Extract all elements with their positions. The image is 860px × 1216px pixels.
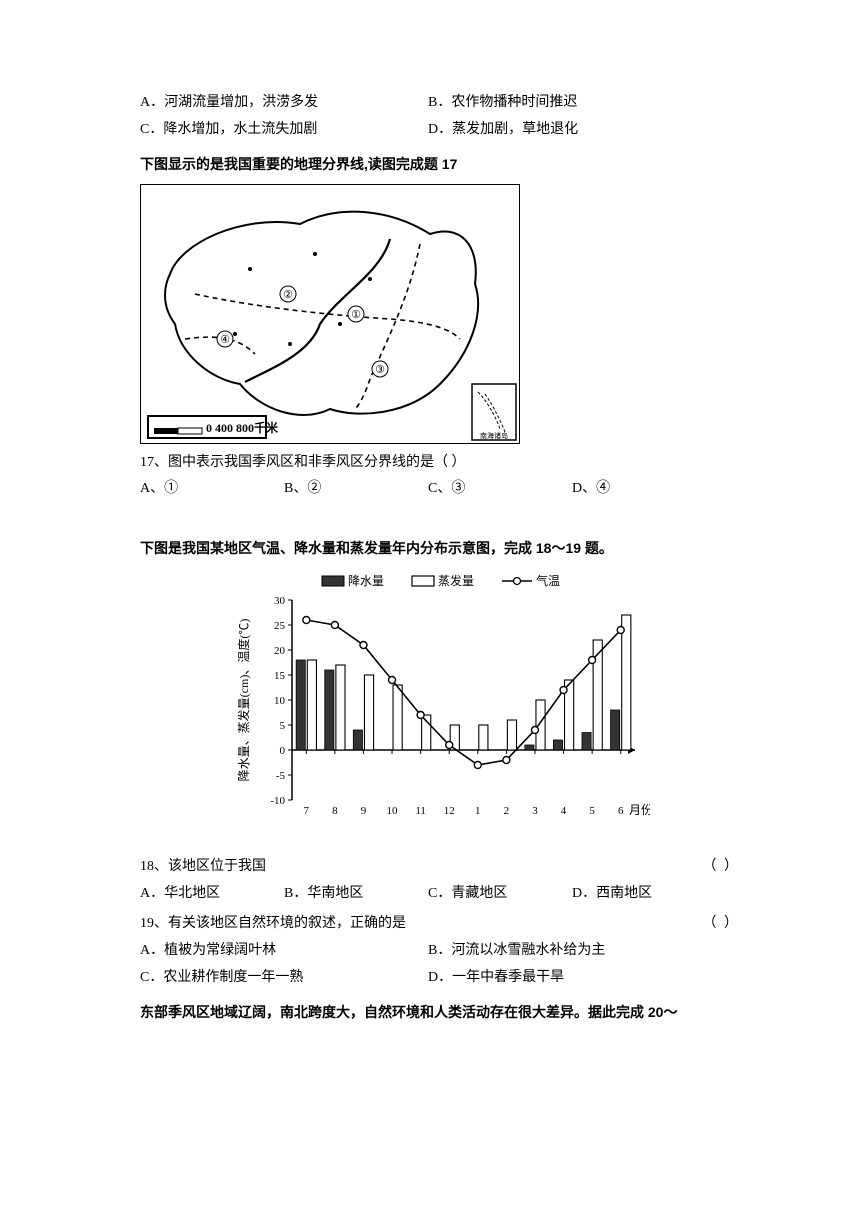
- china-map-svg: ① ② ③ ④ 南海诸岛 0 400 800千米: [140, 184, 520, 444]
- q19-option-b: B．河流以冰雪融水补给为主: [428, 938, 716, 965]
- option-a: A．河湖流量增加，洪涝多发: [140, 90, 428, 117]
- svg-text:9: 9: [361, 805, 367, 817]
- svg-text:2: 2: [504, 805, 510, 817]
- svg-text:3: 3: [532, 805, 538, 817]
- map-marker-2: ②: [280, 286, 296, 302]
- svg-text:5: 5: [280, 720, 286, 732]
- svg-text:③: ③: [375, 364, 385, 376]
- climate-chart-svg: 降水量蒸发量气温-10-5051015202530789101112123456…: [230, 568, 650, 838]
- climate-chart-figure: 降水量蒸发量气温-10-5051015202530789101112123456…: [140, 568, 740, 849]
- question-19-text: 19、有关该地区自然环境的叙述，正确的是: [140, 911, 406, 938]
- svg-text:5: 5: [589, 805, 595, 817]
- q18-option-a: A．华北地区: [140, 881, 284, 908]
- china-map-figure: ① ② ③ ④ 南海诸岛 0 400 800千米: [140, 184, 740, 444]
- question-17-options: A、① B、② C、③ D、④: [140, 476, 740, 503]
- q18-option-b: B．华南地区: [284, 881, 428, 908]
- svg-text:7: 7: [304, 805, 310, 817]
- svg-text:11: 11: [415, 805, 426, 817]
- svg-text:6: 6: [618, 805, 624, 817]
- question-18-options: A．华北地区 B．华南地区 C．青藏地区 D．西南地区: [140, 881, 740, 908]
- svg-text:气温: 气温: [536, 573, 560, 588]
- svg-text:4: 4: [561, 805, 567, 817]
- q17-option-c: C、③: [428, 476, 572, 503]
- map-marker-3: ③: [372, 361, 388, 377]
- svg-text:1: 1: [475, 805, 481, 817]
- svg-text:0: 0: [280, 745, 286, 757]
- prev-question-options: A．河湖流量增加，洪涝多发 B．农作物播种时间推迟 C．降水增加，水土流失加剧 …: [140, 90, 740, 143]
- question-19-line: 19、有关该地区自然环境的叙述，正确的是 （ ）: [140, 911, 740, 938]
- option-b: B．农作物播种时间推迟: [428, 90, 716, 117]
- section-18-19-title: 下图是我国某地区气温、降水量和蒸发量年内分布示意图，完成 18～19 题。: [140, 535, 740, 562]
- q18-option-d: D．西南地区: [572, 881, 716, 908]
- svg-text:15: 15: [274, 670, 286, 682]
- option-c: C．降水增加，水土流失加剧: [140, 117, 428, 144]
- svg-text:8: 8: [332, 805, 338, 817]
- q19-option-c: C．农业耕作制度一年一熟: [140, 965, 428, 992]
- svg-text:①: ①: [351, 309, 361, 321]
- svg-text:-10: -10: [270, 795, 285, 807]
- question-19-options: A．植被为常绿阔叶林 B．河流以冰雪融水补给为主 C．农业耕作制度一年一熟 D．…: [140, 938, 740, 991]
- svg-text:-5: -5: [276, 770, 286, 782]
- svg-text:蒸发量: 蒸发量: [438, 573, 474, 588]
- q18-option-c: C．青藏地区: [428, 881, 572, 908]
- q19-option-a: A．植被为常绿阔叶林: [140, 938, 428, 965]
- q17-option-b: B、②: [284, 476, 428, 503]
- svg-text:25: 25: [274, 620, 286, 632]
- question-18-text: 18、该地区位于我国: [140, 854, 266, 881]
- q19-option-d: D．一年中春季最干旱: [428, 965, 716, 992]
- svg-text:④: ④: [220, 334, 230, 346]
- svg-text:降水量: 降水量: [348, 574, 384, 588]
- section-17-title: 下图显示的是我国重要的地理分界线,读图完成题 17: [140, 151, 740, 178]
- svg-text:②: ②: [283, 289, 293, 301]
- svg-text:30: 30: [274, 595, 286, 607]
- svg-text:12: 12: [444, 805, 455, 817]
- option-d: D．蒸发加剧，草地退化: [428, 117, 716, 144]
- map-inset-label: 南海诸岛: [480, 431, 508, 440]
- svg-text:月份: 月份: [629, 803, 650, 817]
- q17-option-a: A、①: [140, 476, 284, 503]
- section-20-title: 东部季风区地域辽阔，南北跨度大，自然环境和人类活动存在很大差异。据此完成 20～: [140, 999, 740, 1026]
- question-19-paren: （ ）: [703, 911, 741, 938]
- svg-text:降水量、蒸发量(cm)、温度(℃): 降水量、蒸发量(cm)、温度(℃): [236, 618, 251, 781]
- map-scale-label: 0 400 800千米: [206, 420, 279, 435]
- question-18-paren: （ ）: [703, 854, 741, 881]
- map-marker-1: ①: [348, 306, 364, 322]
- question-17-text: 17、图中表示我国季风区和非季风区分界线的是（ ）: [140, 450, 740, 477]
- svg-text:20: 20: [274, 645, 286, 657]
- map-marker-4: ④: [217, 331, 233, 347]
- question-18-line: 18、该地区位于我国 （ ）: [140, 854, 740, 881]
- svg-text:10: 10: [387, 805, 399, 817]
- svg-text:10: 10: [274, 695, 286, 707]
- q17-option-d: D、④: [572, 476, 716, 503]
